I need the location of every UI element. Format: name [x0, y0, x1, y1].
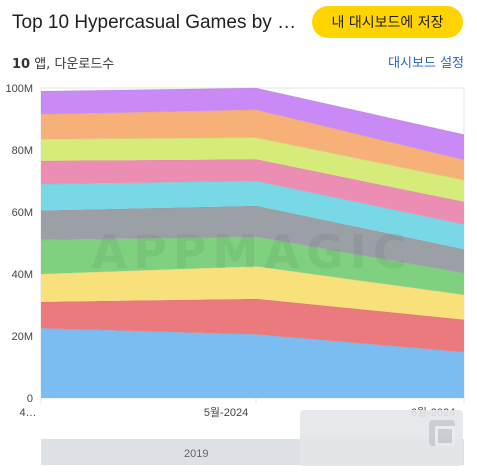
chart-watermark: APPMAGIC [91, 225, 412, 279]
area-series-10[interactable] [41, 88, 464, 160]
area-series-8[interactable] [41, 137, 464, 202]
area-series-6[interactable] [41, 181, 464, 250]
app-count-text: 앱, 다운로드수 [30, 57, 115, 72]
area-series-edge [40, 137, 465, 181]
y-tick-label: 0 [27, 393, 33, 405]
area-series-5[interactable] [41, 205, 464, 274]
app-count-number: 10 [12, 57, 31, 72]
area-series-4[interactable] [41, 236, 464, 295]
chart-svg: APPMAGIC 020M40M60M80M100M4…5월-20246월-20… [5, 83, 465, 419]
x-tick-label: 4… [19, 407, 36, 419]
app-logo-icon [429, 420, 455, 446]
save-to-dashboard-button[interactable]: 내 대시보드에 저장 [312, 6, 463, 38]
y-tick-label: 40M [12, 269, 33, 281]
area-series-1[interactable] [41, 328, 464, 398]
dashboard-settings-link[interactable]: 대시보드 설정 [388, 56, 464, 71]
widget-header: Top 10 Hypercasual Games by … 내 대시보드에 저장 [0, 0, 477, 46]
area-series-7[interactable] [41, 159, 464, 225]
area-series-3[interactable] [41, 266, 464, 320]
stacked-area-chart[interactable]: APPMAGIC 020M40M60M80M100M4…5월-20246월-20… [0, 78, 477, 424]
app-count-label: 10 앱, 다운로드수 [12, 53, 114, 72]
area-series-2[interactable] [41, 298, 464, 353]
y-tick-label: 100M [5, 83, 33, 95]
area-series-edge [40, 87, 465, 135]
watermark-overlay [300, 410, 463, 466]
y-tick-label: 60M [12, 207, 33, 219]
area-layer [40, 87, 465, 398]
widget-title: Top 10 Hypercasual Games by … [12, 12, 297, 33]
timeline-year-label: 2019 [184, 448, 209, 460]
y-tick-label: 20M [12, 331, 33, 343]
widget-subbar: 10 앱, 다운로드수 대시보드 설정 [0, 52, 477, 74]
x-tick-label: 5월-2024 [204, 406, 248, 419]
area-series-9[interactable] [41, 109, 464, 181]
y-tick-label: 80M [12, 145, 33, 157]
